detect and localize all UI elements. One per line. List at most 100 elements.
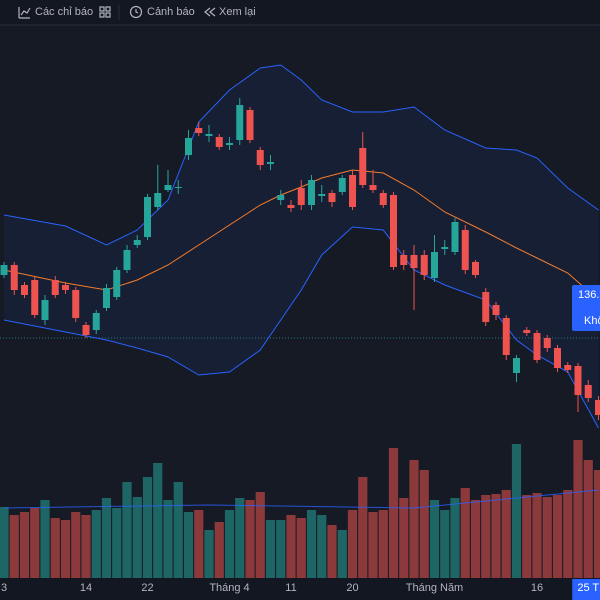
volume-bar bbox=[409, 460, 419, 578]
candle-body bbox=[349, 175, 356, 207]
volume-bar bbox=[491, 494, 501, 578]
candle-body bbox=[431, 252, 438, 278]
volume-bar bbox=[276, 520, 286, 578]
volume-bar bbox=[183, 512, 194, 578]
volume-bar bbox=[573, 440, 583, 578]
candle-body bbox=[277, 195, 285, 200]
candle-body bbox=[369, 185, 377, 190]
candle-body bbox=[420, 255, 428, 275]
x-tick-label: 22 bbox=[141, 582, 153, 594]
volume-bar bbox=[388, 448, 399, 578]
volume-bar bbox=[552, 495, 563, 578]
price-tag-box bbox=[572, 285, 600, 331]
candle-body bbox=[482, 292, 490, 322]
candle-body bbox=[226, 143, 233, 145]
x-tick-label: 16 bbox=[531, 582, 543, 594]
volume-bar bbox=[429, 500, 440, 578]
candle-body bbox=[287, 205, 295, 208]
volume-bar bbox=[0, 507, 9, 578]
candle-body bbox=[92, 313, 100, 330]
volume-bar bbox=[583, 460, 593, 578]
replay-icon[interactable] bbox=[204, 7, 216, 17]
volume-bar bbox=[81, 515, 91, 578]
candle-body bbox=[595, 400, 600, 415]
volume-bar bbox=[30, 508, 40, 578]
x-tick-label: 3 bbox=[1, 582, 7, 594]
candle-body bbox=[72, 290, 80, 318]
volume-bar bbox=[522, 495, 532, 578]
candle-body bbox=[379, 193, 387, 205]
volume-bar bbox=[460, 488, 470, 578]
volume-bar bbox=[112, 508, 122, 578]
volume-bar bbox=[50, 518, 60, 578]
volume-bar bbox=[563, 490, 573, 578]
volume-bar bbox=[378, 510, 388, 578]
candle-body bbox=[297, 188, 305, 205]
indicators-icon[interactable] bbox=[18, 7, 31, 19]
volume-bar bbox=[327, 525, 337, 578]
price-tag: 136.5 Khối bbox=[572, 285, 600, 331]
volume-bar bbox=[173, 482, 183, 578]
x-tick-label: 25 T bbox=[577, 582, 599, 594]
candle-body bbox=[236, 105, 244, 140]
band-line bbox=[3, 226, 599, 429]
candle-body bbox=[461, 230, 469, 270]
x-tick-label: 20 bbox=[346, 582, 358, 594]
volume-bar bbox=[470, 500, 481, 578]
candle-body bbox=[472, 262, 479, 275]
volume-bar bbox=[306, 510, 317, 578]
volume-bar bbox=[122, 482, 132, 578]
candle-body bbox=[215, 137, 223, 147]
volume-bar bbox=[153, 463, 163, 578]
volume-bar bbox=[399, 498, 409, 578]
candle-body bbox=[533, 333, 541, 360]
candle-body bbox=[10, 265, 18, 290]
candle-body bbox=[174, 187, 182, 188]
x-tick-label: 11 bbox=[285, 582, 296, 594]
candle-body bbox=[328, 193, 336, 202]
candle-body bbox=[21, 285, 28, 295]
candle-body bbox=[543, 338, 551, 348]
candle-body bbox=[451, 222, 459, 252]
volume-bar bbox=[235, 498, 245, 578]
volume-bar bbox=[255, 492, 265, 578]
layout-icon[interactable] bbox=[99, 6, 111, 18]
candle-body bbox=[564, 365, 572, 370]
candle-body bbox=[246, 110, 254, 140]
x-tick-label: Tháng Năm bbox=[406, 582, 463, 594]
volume-bar bbox=[71, 512, 81, 578]
volume-bar bbox=[358, 477, 368, 578]
volume-bar bbox=[194, 510, 204, 578]
candle-body bbox=[0, 265, 8, 275]
toolbar-button[interactable]: Cảnh báo bbox=[147, 6, 195, 18]
toolbar-button[interactable]: Xem lại bbox=[219, 6, 256, 18]
volume-bar bbox=[286, 515, 296, 578]
time-axis bbox=[0, 578, 600, 600]
toolbar-button[interactable]: Các chỉ báo bbox=[35, 6, 93, 18]
candle-body bbox=[123, 250, 131, 270]
candle-body bbox=[51, 280, 59, 295]
candle-body bbox=[103, 288, 110, 308]
time-highlight bbox=[572, 579, 600, 600]
volume-bar bbox=[142, 477, 153, 578]
candle-body bbox=[144, 197, 151, 237]
price-tag-label: 136.5 bbox=[578, 289, 600, 301]
volume-bar bbox=[214, 522, 224, 578]
candle-body bbox=[400, 255, 408, 265]
volume-ma bbox=[3, 489, 599, 509]
volume-bar bbox=[60, 520, 71, 578]
volume-bar bbox=[501, 490, 511, 578]
volume-bar bbox=[511, 444, 522, 578]
volume-bar bbox=[593, 470, 600, 578]
volume-bar bbox=[317, 515, 327, 578]
candle-body bbox=[164, 185, 172, 190]
volume-bar bbox=[9, 515, 19, 578]
candle-body bbox=[308, 180, 315, 205]
volume-bar bbox=[91, 510, 101, 578]
volume-tag-label: Khối bbox=[584, 315, 600, 327]
volume-bar bbox=[368, 512, 378, 578]
alert-icon[interactable] bbox=[129, 5, 143, 19]
volume-bar bbox=[440, 510, 450, 578]
volume-bar bbox=[532, 493, 542, 578]
